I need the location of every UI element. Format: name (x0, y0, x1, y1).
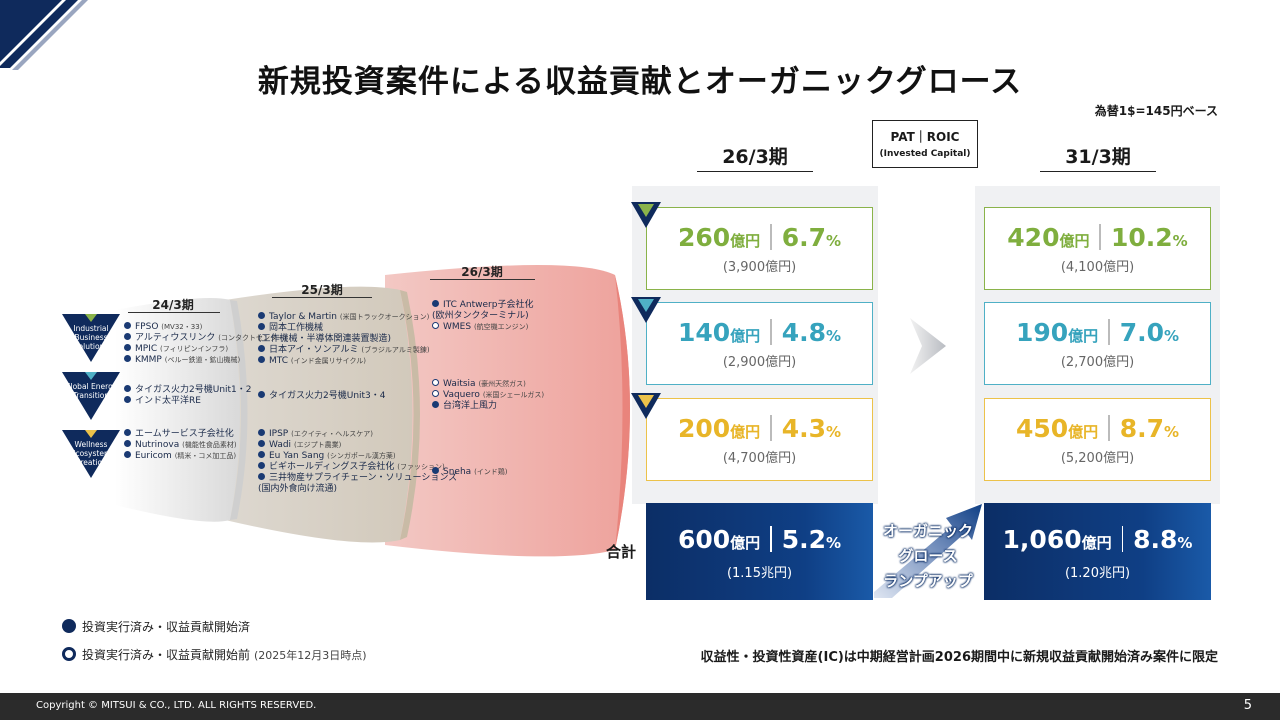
list-item: インド太平洋RE (124, 396, 252, 407)
list-item: KMMP (ベルー鉄道・鉱山機械) (124, 355, 287, 366)
segment-triangles (62, 314, 120, 478)
list-item: タイガス火力2号機Unit1・2 (124, 385, 252, 396)
list-item: IPSP (エクイティ・ヘルスケア) (258, 429, 457, 440)
right-total-card: 1,060億円 8.8% (1.20兆円) (984, 503, 1211, 600)
list-item-sub: (欧州タンクターミナル) (432, 311, 529, 321)
left-card-ibs: 260億円 6.7% (3,900億円) (646, 207, 873, 290)
items-24-3-wec: エームサービス子会社化 Nutrinova (機能性食品素材) Euricom … (124, 429, 237, 462)
list-item: Eu Yan Sang (シンガポール漢方薬) (258, 451, 457, 462)
ramp-up-arrow (874, 504, 982, 598)
right-card-get: 190億円 7.0% (2,700億円) (984, 302, 1211, 385)
list-item: 日本アイ・ソンアルミ (ブラジルアルミ製錬) (258, 345, 430, 356)
left-card-wec: 200億円 4.3% (4,700億円) (646, 398, 873, 481)
items-25-3-get: タイガス火力2号機Unit3・4 (258, 391, 386, 402)
list-item: エームサービス子会社化 (124, 429, 237, 440)
list-item: 三井物産サプライチェーン・ソリューションズ (258, 473, 457, 484)
blue-flag-icon (631, 297, 661, 323)
open-circle-icon (62, 647, 76, 661)
list-item: Euricom (精米・コメ加工品) (124, 451, 237, 462)
period-label-26-3: 26/3期 (461, 265, 503, 279)
items-26-3-wec: Sneha (インド鶏) (432, 467, 508, 478)
segment-label-get: Global Energy Transition (64, 382, 118, 400)
list-item: アルティウスリンク (コンタクトセンター) (124, 333, 287, 344)
list-item: FPSO (MV32・33) (124, 322, 287, 333)
list-item: MTC (インド金属リサイクル) (258, 356, 430, 367)
period-label-24-3: 24/3期 (152, 298, 194, 312)
left-period-heading: 26/3期 (697, 142, 813, 172)
left-total-card: 600億円 5.2% (1.15兆円) (646, 503, 873, 600)
legend-open: 投資実行済み・収益貢献開始前 (2025年12月3日時点) (62, 646, 367, 663)
list-item: Nutrinova (機能性食品素材) (124, 440, 237, 451)
list-item: タイガス火力2号機Unit3・4 (258, 391, 386, 402)
list-item: ITC Antwerp子会社化 (432, 300, 533, 311)
footer-bar (0, 693, 1280, 720)
list-item: ビギホールディングス子会社化 (ファッション) (258, 462, 457, 473)
list-item: WMES (航空機エンジン) (432, 322, 533, 333)
period-underline (430, 279, 535, 280)
list-item: Taylor & Martin (米国トラックオークション) (258, 312, 430, 323)
right-card-wec: 450億円 8.7% (5,200億円) (984, 398, 1211, 481)
list-item-sub: (国内外食向け流通) (258, 484, 338, 494)
items-24-3-get: タイガス火力2号機Unit1・2 インド太平洋RE (124, 385, 252, 407)
blue-triangle-icon (85, 372, 97, 380)
investment-funnel-graphic (115, 265, 630, 557)
period-underline (272, 297, 372, 298)
fx-note: 為替1$=145円ベース (1094, 104, 1218, 118)
right-period-heading: 31/3期 (1040, 142, 1156, 172)
footnote: 収益性・投資性資産(IC)は中期経営計画2026期間中に新規収益貢献開始済み案件… (700, 650, 1218, 665)
list-item: 岡本工作機械 (258, 323, 430, 334)
page-number: 5 (1243, 698, 1252, 713)
total-label: 合計 (606, 543, 637, 561)
items-26-3-get: Waitsia (豪州天然ガス) Vaquero (米国シェールガス) 台湾洋上… (432, 379, 544, 412)
yellow-flag-icon (631, 393, 661, 419)
items-26-3-ibs: ITC Antwerp子会社化 (欧州タンクターミナル) WMES (航空機エン… (432, 300, 533, 333)
list-item: Vaquero (米国シェールガス) (432, 390, 544, 401)
segment-label-ibs: Industrial Business Solutions (73, 324, 109, 351)
corner-decoration (0, 0, 88, 70)
period-label-25-3: 25/3期 (301, 283, 343, 297)
list-item: 台湾洋上風力 (432, 401, 544, 412)
ramp-up-label: オーガニック グロース ランプアップ (882, 522, 973, 590)
green-flag-icon (631, 202, 661, 228)
right-card-ibs: 420億円 10.2% (4,100億円) (984, 207, 1211, 290)
list-item: MPIC (フィリピンインフラ) (124, 344, 287, 355)
items-24-3-ibs: FPSO (MV32・33) アルティウスリンク (コンタクトセンター) MPI… (124, 322, 287, 366)
yellow-triangle-icon (85, 430, 97, 438)
metric-header: PAT｜ROIC (Invested Capital) (872, 120, 978, 168)
legend-filled: 投資実行済み・収益貢献開始済 (62, 618, 250, 635)
segment-label-wec: Wellness Ecosystem Creation (70, 440, 112, 467)
list-item: Wadi (エジプト農業) (258, 440, 457, 451)
list-item: Sneha (インド鶏) (432, 467, 508, 478)
period-underline (128, 312, 220, 313)
green-triangle-icon (85, 314, 97, 322)
items-25-3-ibs: Taylor & Martin (米国トラックオークション) 岡本工作機械 (工… (258, 312, 430, 367)
filled-circle-icon (62, 619, 76, 633)
list-item-sub: (工作機械・半導体関連装置製造) (258, 334, 392, 344)
left-card-get: 140億円 4.8% (2,900億円) (646, 302, 873, 385)
list-item: Waitsia (豪州天然ガス) (432, 379, 544, 390)
items-25-3-wec: IPSP (エクイティ・ヘルスケア) Wadi (エジプト農業) Eu Yan … (258, 429, 457, 495)
page-title: 新規投資案件による収益貢献とオーガニックグロース (257, 64, 1023, 100)
copyright: Copyright © MITSUI & CO., LTD. ALL RIGHT… (36, 700, 317, 711)
chevron-right-icon (910, 318, 946, 374)
